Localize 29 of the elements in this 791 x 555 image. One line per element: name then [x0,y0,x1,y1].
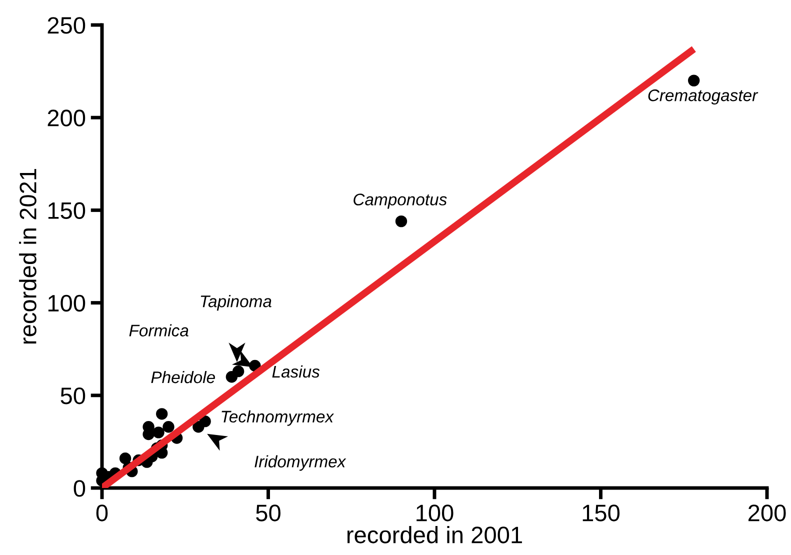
x-tick-label: 100 [416,504,454,522]
point [152,426,164,438]
y-tick-label: 0 [74,480,86,497]
annotation: Tapinoma [200,295,272,311]
point [156,408,168,420]
annotation: Crematogaster [648,89,758,105]
y-axis-title: recorded in 2021 [19,169,36,344]
point [162,421,174,433]
y-tick-label: 200 [48,110,86,126]
annotation: Camponotus [354,194,447,209]
point [199,415,211,428]
x-tick-label: 150 [582,504,620,522]
annotation: Formica [129,324,188,336]
y-tick-label: 50 [60,387,86,404]
y-tick-label: 100 [48,294,86,312]
annotation: Lasius [272,365,320,378]
x-axis-title: recorded in 2001 [347,526,522,544]
annotation: Iridomyrmex [254,455,346,471]
x-tick-label: 200 [748,504,786,522]
point [688,74,700,86]
point [232,365,244,378]
y-tick-label: 250 [48,17,86,34]
annotation: Technomyrmex [222,410,334,426]
x-tick-label: 50 [256,504,280,522]
annotation: Pheidole [151,370,215,384]
x-tick-label: 0 [96,504,108,522]
y-tick-label: 150 [48,202,86,219]
point [395,215,408,228]
point [119,452,132,464]
